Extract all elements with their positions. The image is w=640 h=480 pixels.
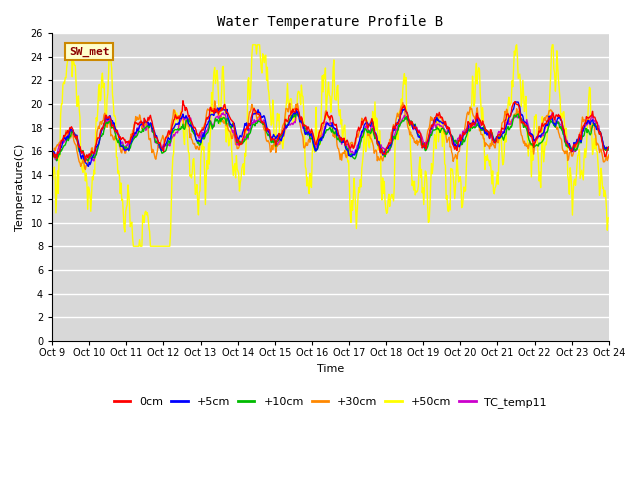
TC_temp11 — [48, 153, 56, 159]
+10cm — [294, 110, 301, 116]
Title: Water Temperature Profile B: Water Temperature Profile B — [218, 15, 444, 29]
TC_temp11 — [90, 158, 98, 164]
+50cm — [65, 42, 73, 48]
TC_temp11 — [173, 129, 180, 135]
0cm — [179, 98, 187, 104]
0cm — [605, 144, 612, 150]
+50cm — [173, 116, 181, 121]
TC_temp11 — [605, 146, 612, 152]
+10cm — [58, 146, 66, 152]
+10cm — [400, 118, 408, 124]
TC_temp11 — [416, 130, 424, 135]
+10cm — [202, 131, 210, 137]
Line: +50cm: +50cm — [52, 45, 609, 246]
+5cm — [173, 121, 180, 127]
+30cm — [202, 113, 210, 119]
+10cm — [48, 154, 56, 160]
0cm — [58, 137, 66, 143]
+10cm — [116, 144, 124, 149]
TC_temp11 — [202, 129, 210, 134]
+50cm — [129, 243, 137, 249]
TC_temp11 — [116, 138, 124, 144]
Line: +5cm: +5cm — [52, 102, 609, 167]
+10cm — [84, 158, 92, 164]
+30cm — [116, 145, 124, 151]
+10cm — [173, 127, 180, 132]
+30cm — [400, 104, 408, 110]
+50cm — [400, 77, 408, 83]
Line: TC_temp11: TC_temp11 — [52, 112, 609, 161]
X-axis label: Time: Time — [317, 363, 344, 373]
Line: +10cm: +10cm — [52, 113, 609, 161]
+10cm — [605, 145, 612, 151]
+50cm — [203, 158, 211, 164]
TC_temp11 — [294, 109, 301, 115]
0cm — [116, 134, 124, 140]
+30cm — [58, 139, 66, 144]
+5cm — [202, 124, 210, 130]
0cm — [173, 116, 180, 122]
0cm — [81, 159, 89, 165]
Line: 0cm: 0cm — [52, 101, 609, 162]
Legend: 0cm, +5cm, +10cm, +30cm, +50cm, TC_temp11: 0cm, +5cm, +10cm, +30cm, +50cm, TC_temp1… — [109, 393, 552, 413]
+30cm — [48, 158, 56, 164]
+5cm — [48, 153, 56, 159]
+30cm — [81, 167, 89, 172]
Line: +30cm: +30cm — [52, 101, 609, 169]
Y-axis label: Temperature(C): Temperature(C) — [15, 144, 25, 230]
0cm — [203, 115, 211, 120]
+5cm — [116, 137, 124, 143]
+30cm — [605, 152, 612, 158]
Text: SW_met: SW_met — [68, 47, 109, 57]
+50cm — [416, 154, 424, 160]
TC_temp11 — [400, 115, 408, 120]
+30cm — [416, 136, 424, 142]
0cm — [48, 152, 56, 158]
+5cm — [605, 144, 612, 150]
+50cm — [605, 215, 612, 221]
+30cm — [211, 98, 218, 104]
+5cm — [58, 142, 66, 147]
TC_temp11 — [58, 141, 66, 146]
+5cm — [415, 133, 423, 139]
+50cm — [48, 178, 56, 184]
+5cm — [511, 99, 519, 105]
+30cm — [173, 115, 180, 120]
0cm — [416, 130, 424, 136]
0cm — [400, 105, 408, 110]
+10cm — [416, 133, 424, 139]
+5cm — [84, 164, 92, 169]
+5cm — [399, 107, 406, 112]
+50cm — [58, 101, 66, 107]
+50cm — [116, 191, 124, 196]
